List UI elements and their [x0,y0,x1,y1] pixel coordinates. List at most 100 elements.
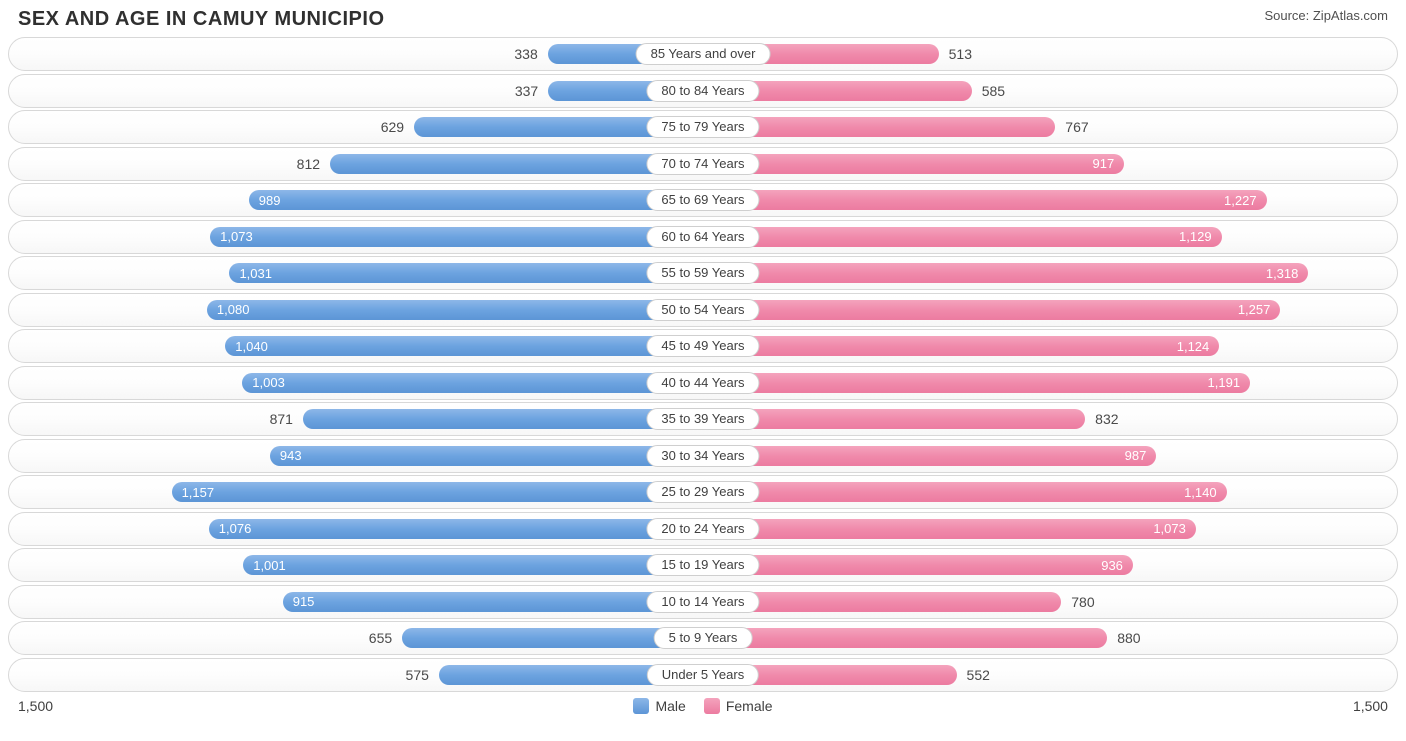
male-bar-wrap: 1,040 [225,336,703,356]
age-group-label: 15 to 19 Years [646,554,759,576]
female-bar-wrap: 1,124 [703,336,1219,356]
male-bar-wrap: 943 [270,446,703,466]
male-bar-wrap: 812 [297,154,703,174]
chart-title: SEX AND AGE IN CAMUY MUNICIPIO [18,8,385,31]
age-group-label: 35 to 39 Years [646,408,759,430]
chart-area: 33851385 Years and over33758580 to 84 Ye… [0,35,1406,692]
female-half: 780 [703,586,1394,618]
female-value-label: 917 [1093,156,1115,171]
female-half: 1,257 [703,294,1394,326]
pyramid-row: 812 917 70 to 74 Years [8,147,1398,181]
male-half: 1,073 [12,221,703,253]
female-value-label: 513 [949,44,972,64]
male-value-label: 1,080 [217,302,250,317]
pyramid-row: 33758580 to 84 Years [8,74,1398,108]
female-bar [703,409,1085,429]
pyramid-row: 33851385 Years and over [8,37,1398,71]
pyramid-row: 9891,22765 to 69 Years [8,183,1398,217]
male-bar: 1,003 [242,373,703,393]
male-bar-wrap: 1,001 [243,555,703,575]
male-half: 943 [12,440,703,472]
male-bar: 1,001 [243,555,703,575]
male-bar-wrap: 989 [249,190,703,210]
legend-item-male: Male [633,698,685,714]
female-bar-wrap: 936 [703,555,1133,575]
male-value-label: 1,003 [252,375,285,390]
male-bar: 1,031 [229,263,703,283]
female-bar: 1,191 [703,373,1250,393]
age-group-label: 50 to 54 Years [646,299,759,321]
male-half: 1,157 [12,476,703,508]
male-value-label: 989 [259,193,281,208]
male-bar-wrap: 1,073 [210,227,703,247]
age-group-label: 25 to 29 Years [646,481,759,503]
age-group-label: 30 to 34 Years [646,445,759,467]
female-value-label: 1,227 [1224,193,1257,208]
female-bar-wrap: 880 [703,628,1141,648]
pyramid-row: 1,003 1,19140 to 44 Years [8,366,1398,400]
female-bar-wrap: 832 [703,409,1119,429]
male-value-label: 871 [270,409,293,429]
pyramid-row: 575 552 Under 5 Years [8,658,1398,692]
female-value-label: 1,073 [1153,521,1186,536]
male-bar-wrap: 1,157 [172,482,703,502]
female-bar: 917 [703,154,1124,174]
male-half: 629 [12,111,703,143]
legend-male-label: Male [655,698,685,714]
male-half: 338 [12,38,703,70]
female-value-label: 1,129 [1179,229,1212,244]
age-group-label: Under 5 Years [647,664,759,686]
pyramid-row: 1,00193615 to 19 Years [8,548,1398,582]
age-group-label: 20 to 24 Years [646,518,759,540]
pyramid-row: 62976775 to 79 Years [8,110,1398,144]
male-value-label: 1,073 [220,229,253,244]
male-bar: 1,073 [210,227,703,247]
male-value-label: 575 [406,665,429,685]
female-value-label: 552 [967,665,990,685]
age-group-label: 10 to 14 Years [646,591,759,613]
male-half: 1,003 [12,367,703,399]
female-bar: 936 [703,555,1133,575]
male-half: 812 [12,148,703,180]
male-half: 1,040 [12,330,703,362]
female-bar-wrap: 1,140 [703,482,1227,502]
pyramid-row: 94398730 to 34 Years [8,439,1398,473]
male-value-label: 943 [280,448,302,463]
female-bar-wrap: 917 [703,154,1124,174]
chart-footer: 1,500 Male Female 1,500 [0,694,1406,714]
pyramid-row: 1,076 1,073 20 to 24 Years [8,512,1398,546]
male-half: 915 [12,586,703,618]
female-value-label: 1,124 [1177,339,1210,354]
male-half: 337 [12,75,703,107]
male-bar: 915 [283,592,703,612]
female-half: 917 [703,148,1394,180]
female-half: 1,129 [703,221,1394,253]
female-bar: 1,129 [703,227,1222,247]
female-bar-wrap: 767 [703,117,1089,137]
age-group-label: 40 to 44 Years [646,372,759,394]
pyramid-row: 1,0311,31855 to 59 Years [8,256,1398,290]
pyramid-row: 915 780 10 to 14 Years [8,585,1398,619]
male-half: 989 [12,184,703,216]
female-half: 1,227 [703,184,1394,216]
male-bar-wrap: 1,076 [209,519,703,539]
chart-header: SEX AND AGE IN CAMUY MUNICIPIO Source: Z… [0,0,1406,35]
male-half: 871 [12,403,703,435]
pyramid-row: 1,0401,12445 to 49 Years [8,329,1398,363]
female-half: 1,073 [703,513,1394,545]
female-value-label: 1,257 [1238,302,1271,317]
age-group-label: 80 to 84 Years [646,80,759,102]
age-group-label: 70 to 74 Years [646,153,759,175]
source-name: ZipAtlas.com [1313,8,1388,23]
male-value-label: 337 [515,81,538,101]
female-value-label: 780 [1071,592,1094,612]
female-bar [703,628,1107,648]
male-bar: 1,040 [225,336,703,356]
male-value-label: 655 [369,628,392,648]
female-half: 1,124 [703,330,1394,362]
female-half: 1,140 [703,476,1394,508]
male-bar-wrap: 915 [283,592,703,612]
male-value-label: 1,157 [182,485,215,500]
legend-item-female: Female [704,698,773,714]
chart-source: Source: ZipAtlas.com [1264,8,1388,23]
